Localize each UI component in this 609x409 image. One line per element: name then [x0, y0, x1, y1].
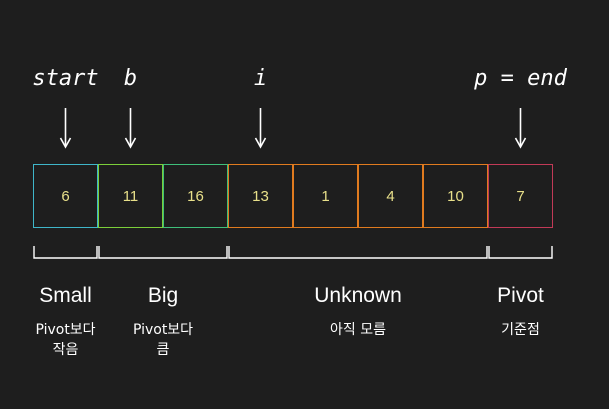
down-arrow-icon	[59, 108, 72, 149]
down-arrow-icon	[124, 108, 137, 149]
group-subtitle-line: 기준점	[501, 322, 540, 338]
array-cell: 16	[163, 164, 228, 228]
group-title: Pivot	[497, 284, 544, 307]
pointer-label: i	[253, 66, 268, 91]
pointer-label: p = end	[474, 66, 567, 91]
group-subtitle-line: Pivot보다	[132, 322, 194, 338]
array-cell: 1	[293, 164, 358, 228]
array-cell: 10	[423, 164, 488, 228]
array-cell: 13	[228, 164, 293, 228]
down-arrow-icon	[254, 108, 267, 149]
group-title: Big	[147, 284, 179, 307]
array-cell: 4	[358, 164, 423, 228]
group-title: Unknown	[314, 284, 402, 307]
group-bracket	[98, 246, 228, 259]
pointer-label: start	[32, 66, 99, 91]
group-subtitle-line: 아직 모름	[330, 322, 386, 338]
group-bracket	[33, 246, 98, 259]
group-subtitle-line: 큼	[156, 342, 170, 358]
group-subtitle: 기준점	[501, 320, 540, 340]
group-bracket	[228, 246, 488, 259]
group-bracket	[488, 246, 553, 259]
group-title: Small	[39, 284, 92, 307]
group-subtitle-line: 작음	[52, 342, 79, 358]
down-arrow-icon	[514, 108, 527, 149]
group-subtitle-line: Pivot보다	[35, 322, 96, 338]
group-subtitle: 아직 모름	[330, 320, 386, 340]
array-cell: 11	[98, 164, 163, 228]
array-cell: 7	[488, 164, 553, 228]
array-cell: 6	[33, 164, 98, 228]
pointer-label: b	[123, 66, 138, 91]
